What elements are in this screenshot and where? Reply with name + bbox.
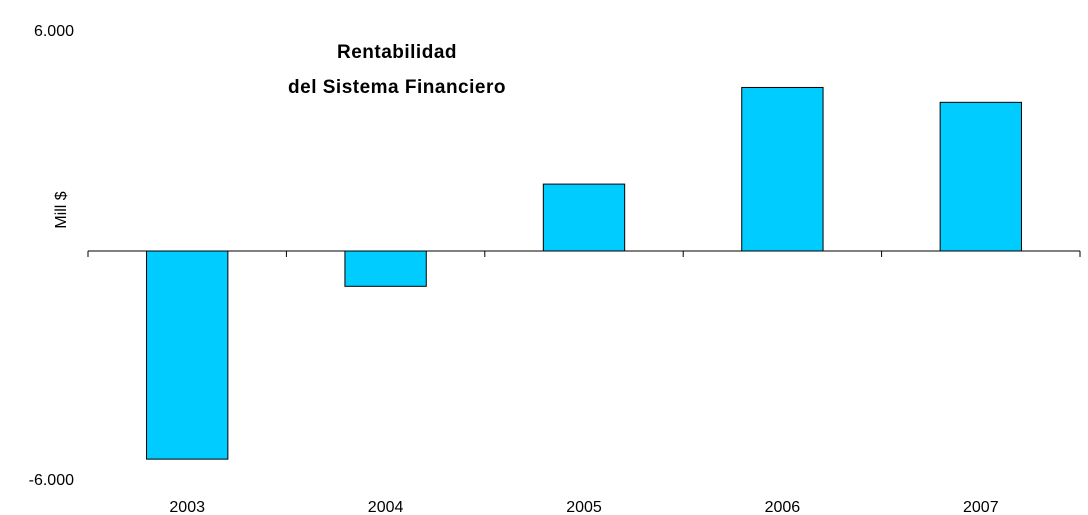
y-tick-label: -6.000 — [29, 472, 74, 489]
bar — [939, 101, 1022, 252]
x-tick-label: 2003 — [169, 499, 205, 515]
chart-title: Rentabilidad — [337, 42, 457, 63]
y-axis-label: Mill $ — [53, 191, 70, 228]
y-tick-label: 6.000 — [34, 23, 74, 40]
bar — [344, 250, 427, 287]
bar — [146, 250, 229, 460]
chart-title: del Sistema Financiero — [288, 77, 506, 98]
bar — [741, 86, 824, 252]
x-tick-label: 2006 — [765, 499, 801, 515]
x-tick-label: 2005 — [566, 499, 602, 515]
x-tick-label: 2007 — [963, 499, 999, 515]
bar — [542, 183, 626, 252]
x-tick-label: 2004 — [368, 499, 404, 515]
